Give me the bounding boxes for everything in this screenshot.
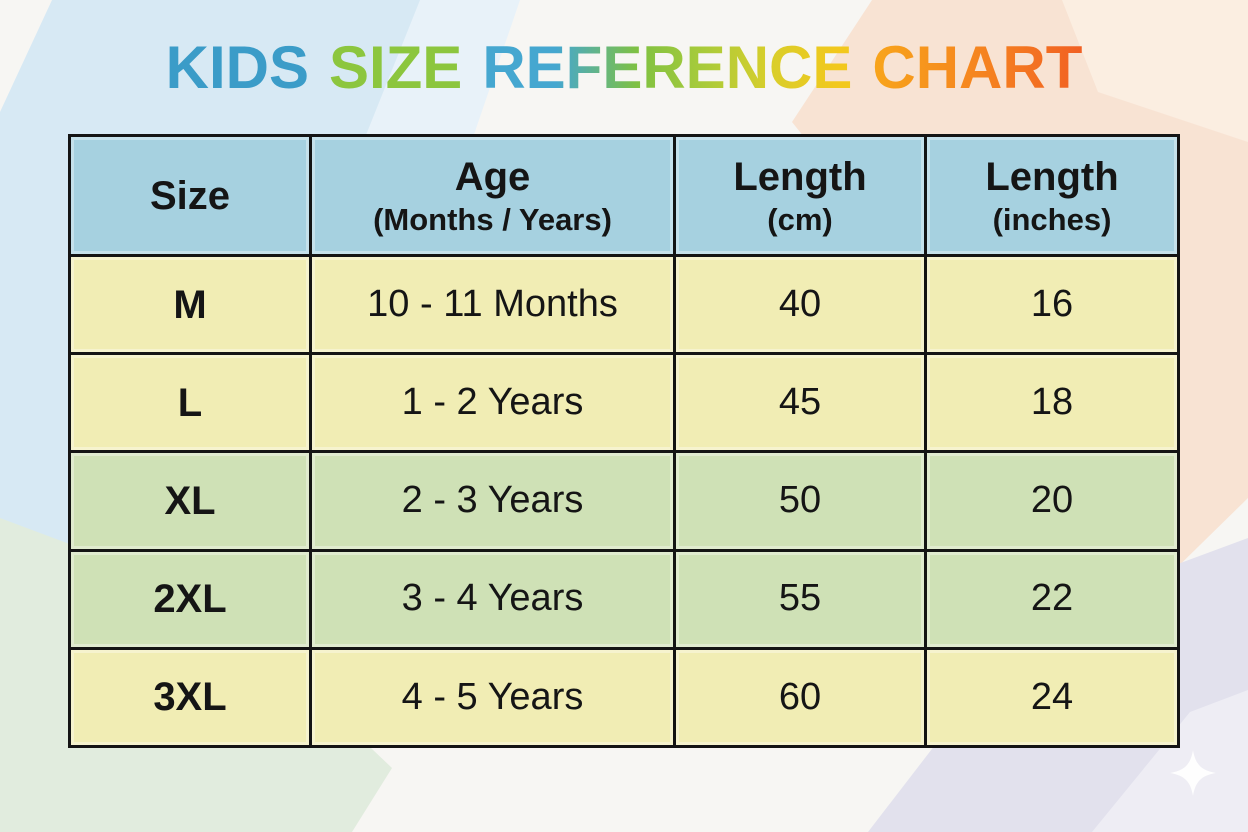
length-cm-cell: 45 [673,355,924,451]
title-word-kids: KIDS [165,34,309,101]
size-cell: XL [71,453,309,549]
size-cell: L [71,355,309,451]
length-inches-cell: 18 [924,355,1177,451]
length-inches-cell: 24 [924,649,1177,746]
page-title: KIDS SIZE REFERENCE CHART [0,38,1248,98]
header-label: Length [733,154,867,199]
size-cell: 3XL [71,649,309,746]
length-inches-cell: 16 [924,257,1177,353]
header-sublabel: (inches) [992,201,1112,237]
table-row-xl: XL 2 - 3 Years 50 20 [71,450,1177,549]
header-cell-age: Age (Months / Years) [309,137,673,254]
length-cm-cell: 60 [673,649,924,746]
header-cell-length-cm: Length (cm) [673,137,924,254]
header-sublabel: (cm) [767,201,833,237]
header-cell-length-inches: Length (inches) [924,137,1177,254]
size-reference-table: Size Age (Months / Years) Length (cm) Le… [68,134,1180,748]
age-cell: 3 - 4 Years [309,551,673,647]
length-cm-cell: 40 [673,257,924,353]
table-row-2xl: 2XL 3 - 4 Years 55 22 [71,548,1177,647]
age-cell: 1 - 2 Years [309,355,673,451]
size-cell: 2XL [71,551,309,647]
age-cell: 2 - 3 Years [309,453,673,549]
header-label: Length [985,154,1119,199]
sparkle-icon [1170,750,1216,796]
title-word-size: SIZE [328,34,463,101]
length-cm-cell: 55 [673,551,924,647]
length-cm-cell: 50 [673,453,924,549]
title-word-reference: REFERENCE [482,34,853,101]
age-cell: 10 - 11 Months [309,257,673,353]
header-label: Age [454,154,531,199]
header-sublabel: (Months / Years) [373,201,612,237]
header-label: Size [149,173,231,218]
length-inches-cell: 20 [924,453,1177,549]
table-row-3xl: 3XL 4 - 5 Years 60 24 [71,646,1177,746]
header-cell-size: Size [71,137,309,254]
title-word-chart: CHART [872,34,1083,101]
size-cell: M [71,257,309,353]
table-header-row: Size Age (Months / Years) Length (cm) Le… [71,137,1177,254]
table-row-l: L 1 - 2 Years 45 18 [71,352,1177,451]
age-cell: 4 - 5 Years [309,649,673,746]
length-inches-cell: 22 [924,551,1177,647]
table-row-m: M 10 - 11 Months 40 16 [71,254,1177,353]
